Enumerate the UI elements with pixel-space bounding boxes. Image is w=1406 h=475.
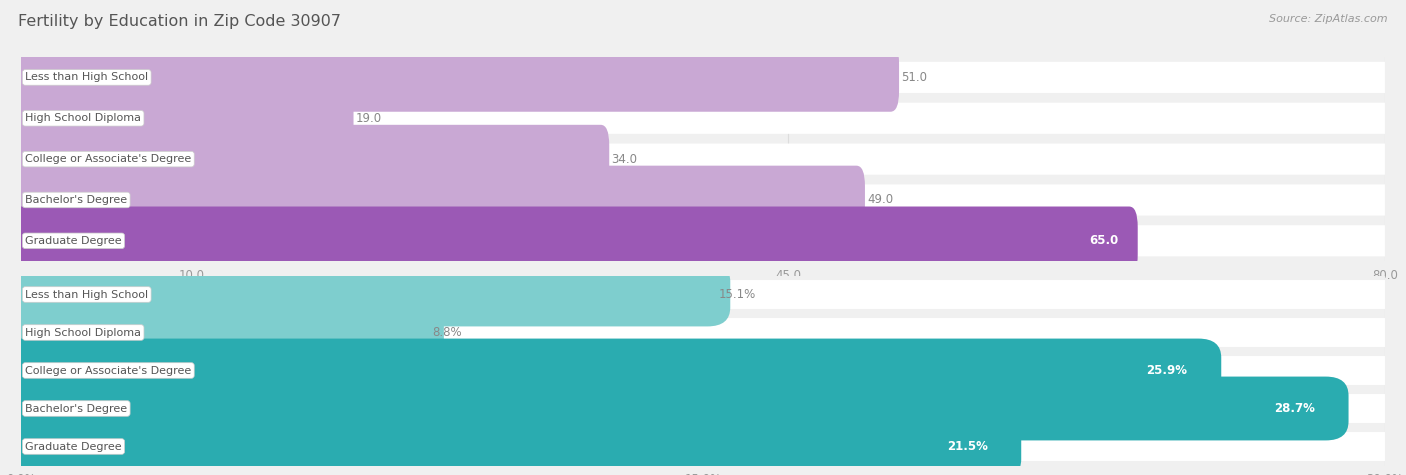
FancyBboxPatch shape	[13, 125, 609, 193]
FancyBboxPatch shape	[21, 432, 1385, 461]
Text: 51.0: 51.0	[901, 71, 928, 84]
Text: Less than High School: Less than High School	[25, 72, 148, 83]
FancyBboxPatch shape	[0, 301, 444, 364]
Text: 8.8%: 8.8%	[432, 326, 461, 339]
Text: Bachelor's Degree: Bachelor's Degree	[25, 403, 128, 414]
FancyBboxPatch shape	[13, 166, 865, 234]
Text: 34.0: 34.0	[612, 152, 638, 166]
FancyBboxPatch shape	[21, 184, 1385, 216]
FancyBboxPatch shape	[0, 415, 1021, 475]
FancyBboxPatch shape	[21, 318, 1385, 347]
Text: 25.9%: 25.9%	[1147, 364, 1188, 377]
Text: 15.1%: 15.1%	[718, 288, 755, 301]
FancyBboxPatch shape	[0, 263, 730, 326]
FancyBboxPatch shape	[21, 225, 1385, 256]
FancyBboxPatch shape	[21, 394, 1385, 423]
Text: High School Diploma: High School Diploma	[25, 113, 141, 124]
FancyBboxPatch shape	[21, 103, 1385, 134]
Text: Less than High School: Less than High School	[25, 289, 148, 300]
Text: College or Associate's Degree: College or Associate's Degree	[25, 154, 191, 164]
Text: Graduate Degree: Graduate Degree	[25, 441, 122, 452]
FancyBboxPatch shape	[21, 280, 1385, 309]
Text: Graduate Degree: Graduate Degree	[25, 236, 122, 246]
Text: College or Associate's Degree: College or Associate's Degree	[25, 365, 191, 376]
FancyBboxPatch shape	[13, 84, 353, 152]
Text: High School Diploma: High School Diploma	[25, 327, 141, 338]
FancyBboxPatch shape	[21, 143, 1385, 175]
Text: 65.0: 65.0	[1090, 234, 1118, 247]
Text: 19.0: 19.0	[356, 112, 382, 125]
Text: Source: ZipAtlas.com: Source: ZipAtlas.com	[1270, 14, 1388, 24]
Text: 21.5%: 21.5%	[946, 440, 987, 453]
FancyBboxPatch shape	[13, 207, 1137, 275]
Text: 49.0: 49.0	[868, 193, 893, 207]
Text: 28.7%: 28.7%	[1274, 402, 1315, 415]
Text: Fertility by Education in Zip Code 30907: Fertility by Education in Zip Code 30907	[18, 14, 342, 29]
Text: Bachelor's Degree: Bachelor's Degree	[25, 195, 128, 205]
FancyBboxPatch shape	[0, 377, 1348, 440]
FancyBboxPatch shape	[21, 62, 1385, 93]
FancyBboxPatch shape	[0, 339, 1222, 402]
FancyBboxPatch shape	[13, 43, 898, 112]
FancyBboxPatch shape	[21, 356, 1385, 385]
